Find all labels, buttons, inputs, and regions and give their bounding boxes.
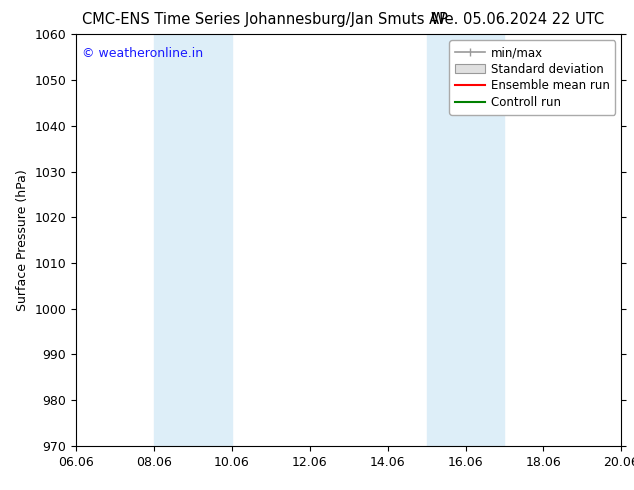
Text: CMC-ENS Time Series Johannesburg/Jan Smuts AP: CMC-ENS Time Series Johannesburg/Jan Smu… [82,12,448,27]
Text: We. 05.06.2024 22 UTC: We. 05.06.2024 22 UTC [431,12,604,27]
Y-axis label: Surface Pressure (hPa): Surface Pressure (hPa) [16,169,29,311]
Text: © weatheronline.in: © weatheronline.in [82,47,203,60]
Bar [154,34,232,446]
Bar [427,34,505,446]
Legend: min/max, Standard deviation, Ensemble mean run, Controll run: min/max, Standard deviation, Ensemble me… [450,40,616,115]
